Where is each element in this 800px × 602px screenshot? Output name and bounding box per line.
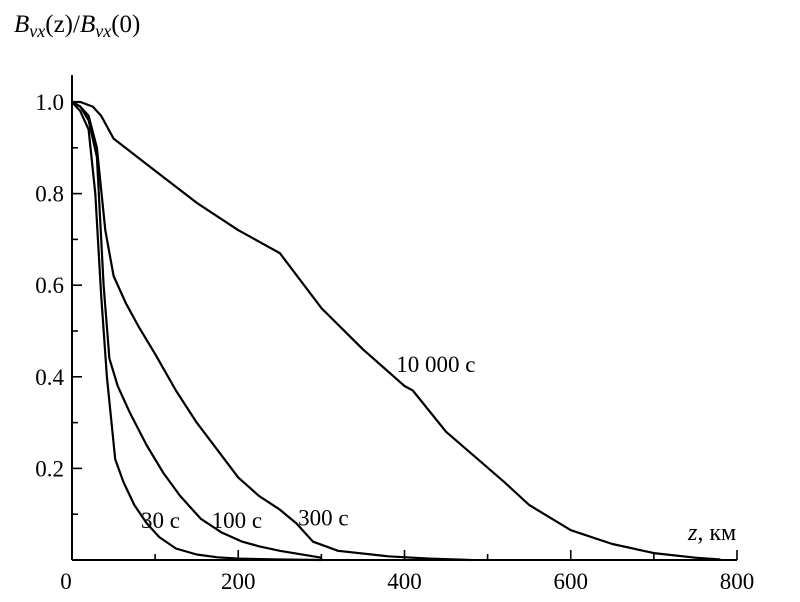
series-label-3: 10 000 с <box>396 352 475 377</box>
axis-tick-labels: 0.2 0.4 0.6 0.8 1.0 0 200 400 600 800 <box>35 90 754 594</box>
y-axis-title-mid: (z)/ <box>45 11 80 38</box>
x-axis-title-var: z <box>687 520 698 546</box>
y-axis-title-s2: vx <box>95 21 111 41</box>
series-line-1 <box>71 101 322 559</box>
y-axis-title-b1: B <box>14 11 29 38</box>
x-tick-label-0: 0 <box>60 569 72 594</box>
series-label-0: 30 с <box>141 508 180 533</box>
x-tick-label-1: 200 <box>221 569 256 594</box>
chart-curves <box>71 100 721 562</box>
y-tick-label-4: 1.0 <box>35 90 64 115</box>
y-axis-title-s1: vx <box>29 21 45 41</box>
y-tick-label-3: 0.8 <box>35 182 64 207</box>
y-tick-label-1: 0.4 <box>35 365 64 390</box>
x-tick-label-2: 400 <box>387 569 422 594</box>
series-label-2: 300 с <box>298 506 348 531</box>
axis-ticks <box>72 101 738 560</box>
x-axis-title: z, км <box>687 520 736 546</box>
series-label-1: 100 с <box>212 508 262 533</box>
y-tick-label-2: 0.6 <box>35 273 64 298</box>
x-tick-label-4: 800 <box>720 569 755 594</box>
y-axis-title-b2: B <box>80 11 95 38</box>
series-line-0 <box>71 101 322 562</box>
series-line-3 <box>72 100 721 561</box>
chart-curve-labels: 30 с 100 с 300 с 10 000 с <box>141 352 475 533</box>
y-axis-title: Bvx(z)/Bvx(0) <box>14 11 140 41</box>
series-line-2 <box>71 101 472 562</box>
x-tick-label-3: 600 <box>554 569 589 594</box>
y-tick-label-0: 0.2 <box>35 456 64 481</box>
x-axis-title-unit: , км <box>697 520 736 546</box>
y-axis-title-end: (0) <box>111 11 140 38</box>
